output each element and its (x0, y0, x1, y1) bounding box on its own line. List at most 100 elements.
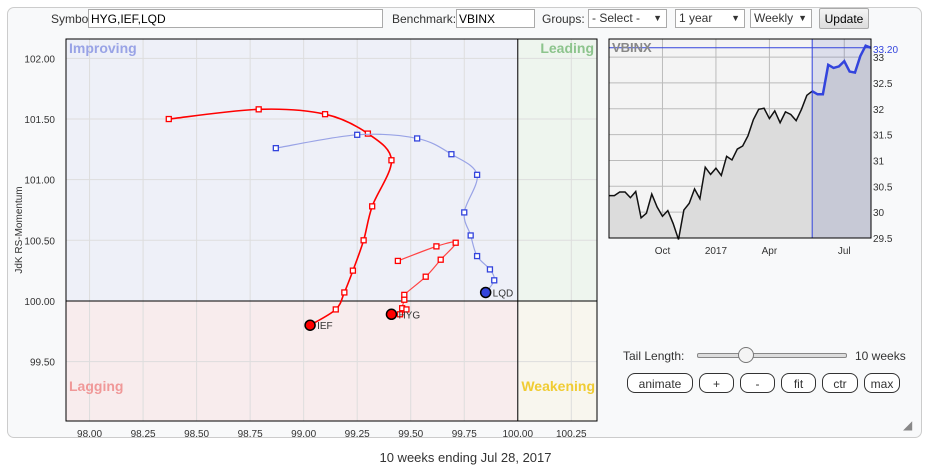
leading-quadrant (517, 39, 597, 301)
tail-point-hyg (422, 273, 429, 280)
y-tick-label: 101.00 (24, 176, 55, 187)
tail-point-lqd (486, 266, 494, 273)
x-tick-label: 98.00 (77, 429, 102, 440)
benchmark-y-tick: 30 (873, 208, 885, 219)
symbols-input[interactable] (88, 9, 383, 28)
benchmark-title: VBINX (612, 40, 652, 55)
quadrant-label-lagging: Lagging (69, 378, 123, 394)
tail-point-ief (349, 267, 357, 274)
highlight-region (812, 39, 871, 238)
y-tick-label: 99.50 (30, 358, 55, 369)
tail-point-lqd (354, 131, 361, 138)
benchmark-line-highlight (811, 44, 872, 96)
x-tick-label: 98.75 (238, 429, 263, 440)
tail-point-lqd (467, 232, 474, 239)
rrg-chart: 98.00 98.25 98.50 98.75 99.00 99.25 99.50 99.75… (14, 38, 898, 440)
series-label: LQD (493, 288, 514, 299)
tail-point-hyg (437, 256, 444, 263)
footer-caption: 10 weeks ending Jul 28, 2017 (379, 450, 552, 465)
tail-point-hyg (401, 296, 408, 303)
benchmark-y-tick: 32 (873, 105, 885, 116)
tail-point-ief (364, 130, 372, 137)
period-value: 1 year (679, 11, 713, 25)
benchmark-y-tick: 30.5 (873, 182, 893, 193)
groups-select[interactable]: - Select - ▼ (588, 9, 667, 28)
tail-length-value: 10 weeks (855, 349, 906, 363)
x-tick-label: 100.00 (502, 429, 533, 440)
benchmark-input[interactable] (456, 9, 535, 28)
tail-point-ief (332, 306, 339, 313)
animate-button[interactable]: animate (627, 373, 693, 393)
x-tick-label: 99.00 (291, 429, 316, 440)
chevron-down-icon: ▼ (653, 13, 662, 23)
y-axis-label: JdK RS-Momentum (14, 186, 25, 273)
last-value-label: 33.20 (873, 45, 898, 56)
x-tick-label: 99.75 (452, 429, 477, 440)
head-marker-hyg (385, 308, 398, 321)
chevron-down-icon: ▼ (798, 13, 807, 23)
series-label: HYG (398, 310, 420, 321)
head-marker-lqd (479, 286, 492, 299)
benchmark-area (609, 45, 871, 240)
benchmark-y-tick: 32.5 (873, 79, 893, 90)
y-tick-label: 102.00 (24, 54, 55, 65)
series-label: IEF (317, 321, 333, 332)
benchmark-x-tick: Jul (838, 246, 851, 257)
tail-point-hyg (403, 306, 410, 313)
tail-point-hyg (394, 257, 402, 265)
benchmark-y-tick: 29.5 (873, 234, 893, 245)
head-marker-ief (304, 319, 316, 331)
quadrant-label-improving: Improving (69, 40, 137, 56)
benchmark-x-tick: Apr (762, 246, 778, 257)
fit-button[interactable]: fit (781, 373, 816, 393)
improving-quadrant (66, 39, 518, 301)
chevron-down-icon: ▼ (731, 13, 740, 23)
x-tick-label: 99.25 (345, 429, 370, 440)
tail-point-ief (165, 115, 172, 123)
zoom-in-button[interactable]: + (699, 373, 734, 393)
x-tick-label: 100.25 (556, 429, 587, 440)
interval-value: Weekly (754, 11, 794, 25)
tail-point-ief (369, 203, 376, 210)
benchmark-x-tick: Oct (655, 246, 671, 257)
tail-point-lqd (473, 252, 481, 260)
tail-point-ief (321, 111, 329, 118)
tail-point-hyg (396, 311, 404, 318)
benchmark-line (609, 90, 813, 240)
y-tick-label: 100.50 (24, 236, 55, 247)
lagging-quadrant (66, 300, 518, 421)
update-button[interactable]: Update (819, 8, 869, 29)
resize-handle-icon[interactable]: ◢ (903, 418, 913, 432)
x-tick-label: 98.50 (184, 429, 209, 440)
max-button[interactable]: max (864, 373, 900, 393)
plot-border (65, 38, 598, 422)
weakening-quadrant (517, 300, 597, 421)
tail-point-ief (341, 289, 348, 296)
groups-label: Groups: (542, 12, 585, 26)
benchmark-label: Benchmark: (392, 12, 457, 26)
benchmark-border (608, 38, 872, 239)
tail-point-lqd (272, 144, 279, 152)
tail-point-ief (255, 106, 262, 113)
tail-length-slider[interactable] (697, 347, 847, 363)
tail-point-hyg (433, 243, 440, 250)
quadrant-label-leading: Leading (540, 40, 594, 56)
tail-point-lqd (491, 277, 498, 284)
tail-point-lqd (473, 171, 481, 178)
quadrant-label-weakening: Weakening (521, 378, 595, 394)
tail-point-ief (388, 157, 395, 164)
tail-point-lqd (461, 209, 468, 216)
x-tick-label: 99.50 (398, 429, 423, 440)
tail-point-ief (360, 237, 367, 244)
interval-select[interactable]: Weekly ▼ (750, 9, 812, 28)
tail-point-lqd (413, 135, 421, 142)
tail-point-lqd (448, 151, 455, 158)
y-tick-label: 100.00 (24, 297, 55, 308)
zoom-out-button[interactable]: - (740, 373, 775, 393)
slider-handle[interactable] (738, 347, 754, 363)
period-select[interactable]: 1 year ▼ (675, 9, 745, 28)
benchmark-y-tick: 31 (873, 156, 885, 167)
tail-length-label: Tail Length: (623, 349, 685, 363)
benchmark-y-tick: 33 (873, 53, 885, 64)
center-button[interactable]: ctr (822, 373, 858, 393)
